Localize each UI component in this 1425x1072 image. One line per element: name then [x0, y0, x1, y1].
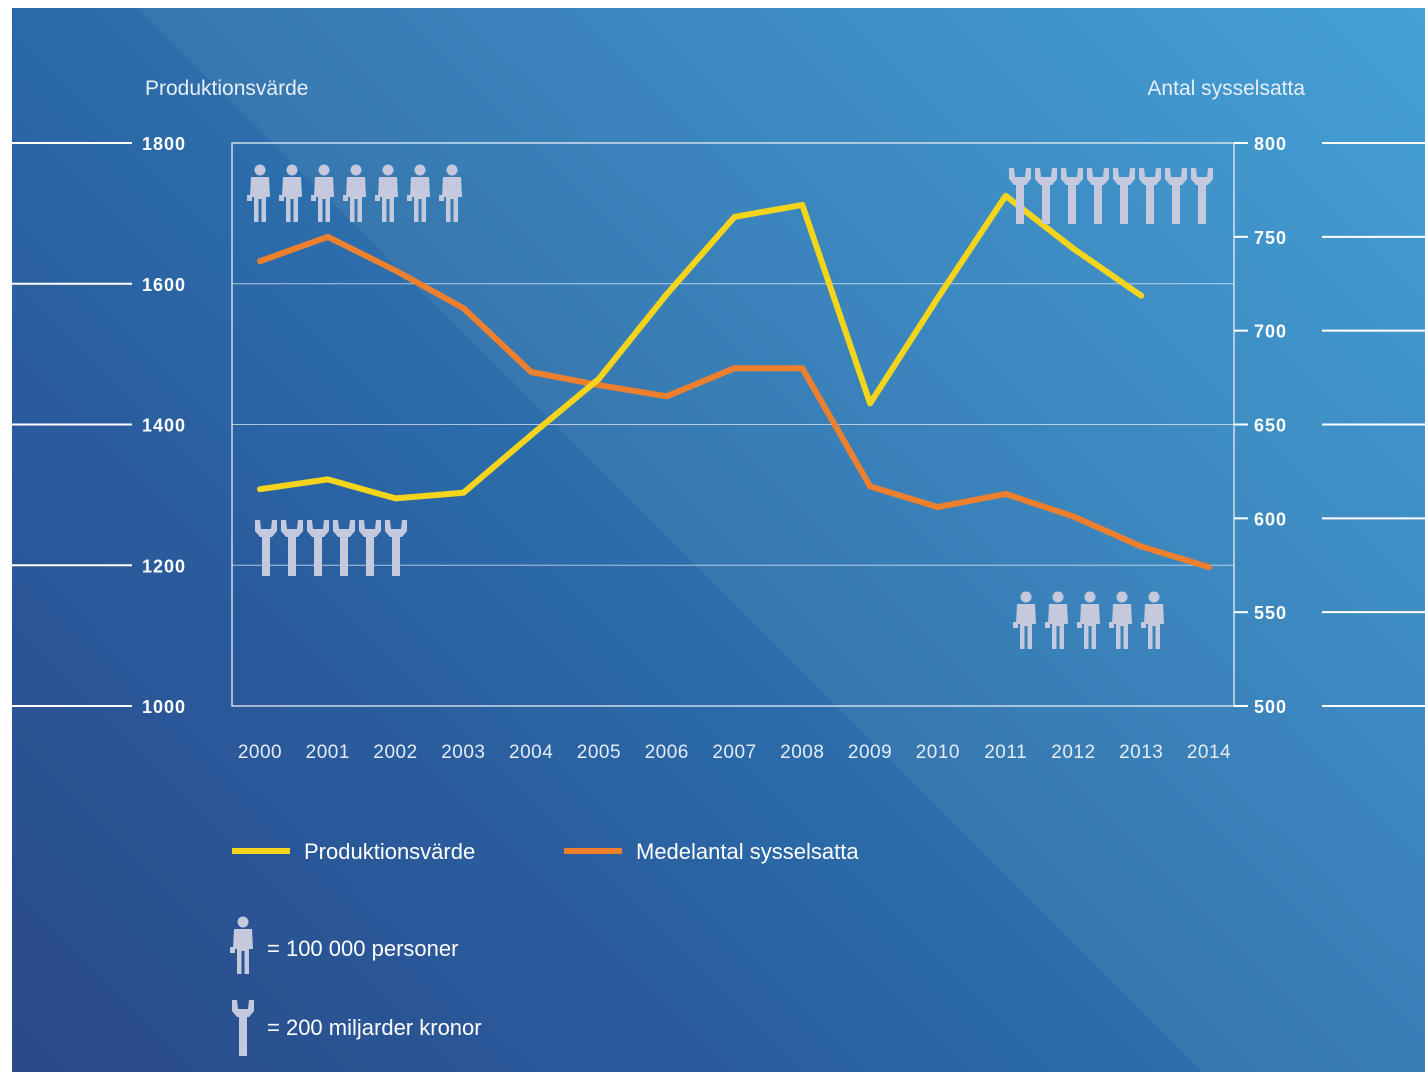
right-axis-title: Antal sysselsatta [1147, 77, 1305, 100]
x-axis-tick-label: 2008 [780, 742, 824, 763]
left-axis-tick-label: 1600 [142, 275, 186, 295]
left-axis-tick-label: 1400 [142, 416, 186, 436]
wrench-icon [333, 520, 355, 576]
pictogram-key: = 100 000 personer = 200 miljarder krono… [230, 917, 482, 1057]
x-axis-tick-label: 2010 [916, 742, 960, 763]
right-axis-tick-label: 750 [1254, 228, 1287, 248]
wrench-icon [307, 520, 329, 576]
x-axis-tick-label: 2011 [984, 742, 1027, 763]
wrench-icon [281, 520, 303, 576]
legend: Produktionsvärde Medelantal sysselsatta [232, 839, 859, 864]
person-icon [279, 165, 302, 223]
left-axis-tick-label: 1800 [142, 134, 186, 154]
x-axis-tick-label: 2006 [645, 742, 689, 763]
background-sheen [137, 8, 1425, 1072]
legend-label-produktionsvarde: Produktionsvärde [304, 839, 475, 864]
key-wrench-label: = 200 miljarder kronor [267, 1015, 482, 1040]
chart-frame: 1800 1600 1400 1200 1000 800 750 700 650 600 550 50… [12, 8, 1425, 1072]
x-axis-tick-label: 2014 [1187, 742, 1231, 763]
x-axis-tick-label: 2007 [712, 742, 756, 763]
x-axis-tick-label: 2001 [306, 742, 350, 763]
left-axis-tick-label: 1000 [142, 697, 186, 717]
wrench-icon [255, 520, 277, 576]
left-axis-title: Produktionsvärde [145, 77, 308, 100]
x-axis-tick-label: 2012 [1051, 742, 1095, 763]
x-axis-tick-label: 2000 [238, 742, 282, 763]
right-axis-tick-label: 650 [1254, 416, 1287, 436]
x-axis-tick-label: 2004 [509, 742, 553, 763]
wrench-icon [411, 520, 433, 576]
left-axis-tick-label: 1200 [142, 556, 186, 576]
key-wrench-icon [232, 1000, 254, 1056]
right-axis-tick-label: 500 [1254, 697, 1287, 717]
x-axis-tick-label: 2005 [577, 742, 621, 763]
x-axis-tick-label: 2009 [848, 742, 892, 763]
right-axis-tick-label: 600 [1254, 509, 1287, 529]
x-axis-tick-label: 2002 [373, 742, 417, 763]
x-axis-tick-label: 2013 [1119, 742, 1163, 763]
right-axis-tick-label: 550 [1254, 603, 1287, 623]
key-person-icon [230, 917, 253, 975]
legend-label-medelantal: Medelantal sysselsatta [636, 839, 859, 864]
key-person-label: = 100 000 personer [267, 936, 458, 961]
right-axis-tick-label: 700 [1254, 322, 1287, 342]
x-axis-tick-label: 2003 [441, 742, 485, 763]
wrench-icon [385, 520, 407, 576]
right-axis-tick-label: 800 [1254, 134, 1287, 154]
chart: 1800 1600 1400 1200 1000 800 750 700 650 600 550 50… [12, 8, 1425, 1072]
person-icon [247, 165, 270, 223]
wrench-icon [359, 520, 381, 576]
